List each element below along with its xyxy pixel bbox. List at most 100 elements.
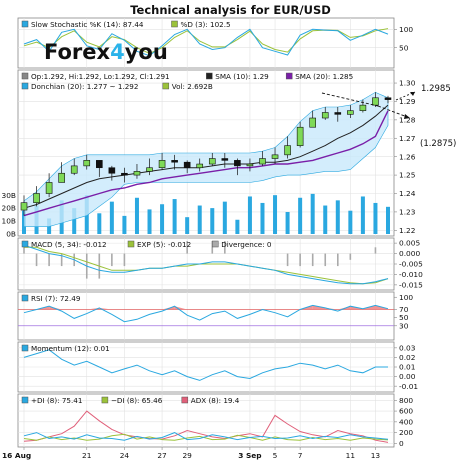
- plus-di-line: [23, 432, 389, 441]
- candle-body: [221, 158, 229, 161]
- volume-bar: [172, 199, 177, 234]
- y-tick-label: 50: [399, 313, 409, 322]
- volume-bar: [210, 208, 215, 234]
- x-tick-label: 11: [346, 451, 356, 460]
- legend-label: Momentum (12): 0.01: [31, 344, 110, 353]
- candle-body: [158, 160, 166, 169]
- x-tick-label: 7: [298, 451, 303, 460]
- legend-swatch: [181, 396, 189, 404]
- y-tick-label: 1.29: [399, 97, 416, 106]
- candle-body: [359, 104, 367, 111]
- legend-swatch: [21, 344, 29, 352]
- x-tick-label: 29: [182, 451, 192, 460]
- volume-bar: [160, 204, 165, 234]
- y-tick-label: 1.24: [399, 189, 416, 198]
- x-tick-label: 27: [157, 451, 167, 460]
- y-tick-label: 100: [399, 25, 413, 34]
- panel-frame: [17, 17, 395, 69]
- y-tick-label: 0.01: [399, 363, 416, 372]
- legend-label: ADX (8): 19.4: [191, 396, 240, 405]
- candle-body: [246, 163, 254, 167]
- y-tick-label: -0.010: [399, 270, 423, 279]
- y-tick-label: 0: [399, 439, 404, 448]
- y-tick-label: 1.22: [399, 226, 415, 235]
- legend-swatch: [127, 240, 135, 248]
- y-tick-label: 70: [399, 305, 409, 314]
- candle-body: [146, 167, 153, 172]
- candle-body: [45, 182, 53, 194]
- target-high-label: 1.2985: [421, 84, 451, 94]
- candle-body: [20, 202, 28, 211]
- legend-label: Slow Stochastic %K (14): 87.44: [31, 20, 144, 29]
- legend-label: %D (3): 102.5: [181, 20, 231, 29]
- adx-line: [23, 410, 389, 443]
- minus-di-line: [23, 433, 389, 441]
- legend-swatch: [162, 82, 170, 90]
- volume-bar: [323, 205, 328, 234]
- candle-body: [196, 163, 204, 169]
- volume-bar: [147, 209, 152, 234]
- y-tick-label: 100: [399, 293, 413, 302]
- candle-body: [234, 160, 241, 167]
- y-tick-label: 1.30: [399, 79, 416, 88]
- legend-swatch: [21, 240, 29, 248]
- candle-body: [347, 110, 354, 115]
- target-low-label: (1.2875): [420, 139, 456, 149]
- y-tick-label: 30: [399, 321, 409, 330]
- legend-swatch: [21, 82, 29, 90]
- legend-label: SMA (10): 1.29: [215, 72, 269, 81]
- y-tick-label: 1.27: [399, 134, 416, 143]
- y-tick-label: 600: [399, 407, 413, 416]
- x-tick-label: 3 Sep: [238, 451, 261, 460]
- volume-tick-label: 20B: [2, 204, 16, 213]
- y-tick-label: -0.005: [399, 260, 423, 269]
- legend-label: SMA (20): 1.285: [295, 72, 353, 81]
- y-tick-label: 400: [399, 417, 413, 426]
- candle-body: [183, 161, 191, 169]
- legend-label: EXP (5): -0.012: [137, 240, 191, 249]
- volume-bar: [185, 217, 190, 234]
- volume-bar: [222, 201, 227, 234]
- legend-label: −DI (8): 65.46: [111, 396, 163, 405]
- rsi-line: [23, 304, 389, 323]
- momentum-line: [23, 349, 388, 381]
- volume-bar: [134, 197, 139, 234]
- y-tick-label: 0.000: [399, 249, 420, 258]
- volume-bar: [348, 210, 353, 234]
- y-tick-label: -0.01: [399, 382, 418, 391]
- x-tick-label: 21: [82, 451, 92, 460]
- legend-swatch: [212, 240, 219, 248]
- legend-label: Donchian (20): 1.277 ~ 1.292: [31, 82, 138, 91]
- y-tick-label: 0.005: [399, 239, 420, 248]
- candle-body: [171, 160, 178, 163]
- y-tick-label: 200: [399, 428, 413, 437]
- volume-bar: [285, 212, 290, 234]
- exp-line: [24, 246, 389, 285]
- brand-logo: Forex4you: [44, 40, 168, 64]
- arrow-up-head: [410, 92, 415, 96]
- volume-bar: [310, 193, 315, 234]
- candle-body: [70, 165, 78, 174]
- volume-bar: [335, 200, 340, 234]
- volume-tick-label: 30B: [2, 191, 16, 200]
- stoch-k-line: [23, 28, 389, 57]
- volume-bar: [260, 202, 265, 234]
- donchian-band: [23, 91, 389, 227]
- candle-body: [121, 172, 128, 176]
- y-tick-label: 1.23: [399, 208, 416, 217]
- volume-bar: [97, 213, 102, 234]
- y-tick-label: 0.00: [399, 372, 416, 381]
- y-tick-label: 1.26: [399, 152, 416, 161]
- candle-body: [108, 167, 116, 174]
- sma20-line: [23, 110, 389, 217]
- candle-body: [334, 112, 342, 115]
- legend-swatch: [21, 72, 29, 80]
- x-tick-label: 5: [273, 451, 278, 460]
- candle-body: [271, 154, 279, 159]
- legend-label: Op:1.292, Hi:1.292, Lo:1.292, Cl:1.291: [31, 72, 170, 81]
- macd-line: [23, 244, 389, 285]
- legend-label: Vol: 2.692B: [172, 82, 213, 91]
- x-tick-label: 16 Aug: [2, 451, 31, 460]
- volume-bar: [386, 206, 390, 234]
